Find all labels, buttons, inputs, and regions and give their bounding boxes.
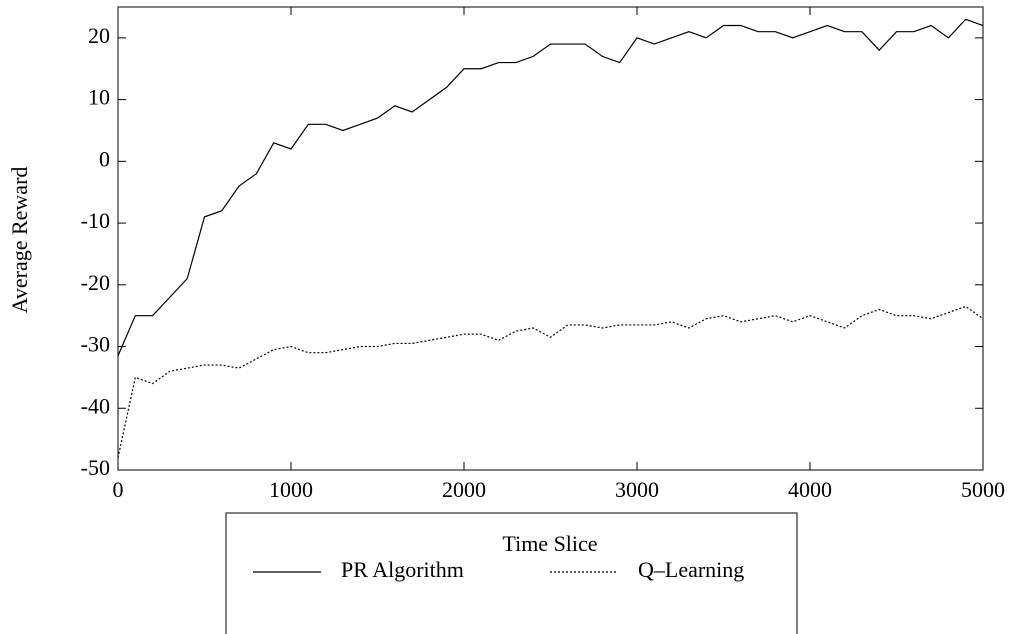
plot-frame bbox=[117, 6, 984, 471]
series-line bbox=[117, 305, 984, 458]
y-tick-label: -40 bbox=[81, 393, 110, 418]
x-tick-label: 5000 bbox=[961, 477, 1005, 502]
x-tick-label: 4000 bbox=[788, 477, 832, 502]
series-line bbox=[117, 18, 984, 357]
y-tick-label: -10 bbox=[81, 208, 110, 233]
legend-label: PR Algorithm bbox=[341, 557, 464, 582]
x-tick-label: 1000 bbox=[269, 477, 313, 502]
y-axis-label: Average Reward bbox=[7, 167, 32, 314]
y-tick-label: 20 bbox=[88, 23, 110, 48]
x-tick-label: 3000 bbox=[615, 477, 659, 502]
x-axis-label: Time Slice bbox=[502, 531, 597, 556]
y-tick-label: 10 bbox=[88, 85, 110, 110]
y-tick-label: 0 bbox=[99, 146, 110, 171]
y-tick-label: -50 bbox=[81, 455, 110, 480]
y-tick-label: -30 bbox=[81, 332, 110, 357]
legend-label: Q–Learning bbox=[638, 557, 744, 582]
x-tick-label: 0 bbox=[113, 477, 124, 502]
y-tick-label: -20 bbox=[81, 270, 110, 295]
legend-box bbox=[225, 512, 798, 634]
x-tick-label: 2000 bbox=[442, 477, 486, 502]
